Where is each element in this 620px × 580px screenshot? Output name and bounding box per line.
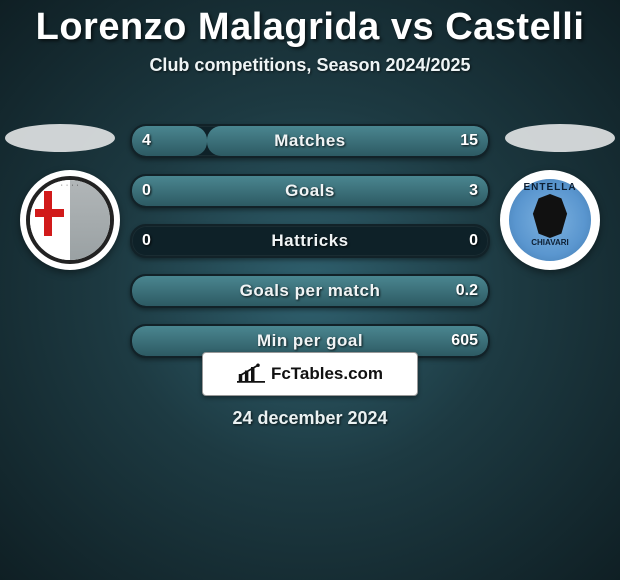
club-crest-left: · · · · — [20, 170, 120, 270]
mascot-icon — [531, 194, 569, 238]
page-title: Lorenzo Malagrida vs Castelli — [0, 0, 620, 49]
stat-row: 00Hattricks — [130, 224, 490, 258]
page-subtitle: Club competitions, Season 2024/2025 — [0, 55, 620, 76]
stat-label: Hattricks — [132, 226, 488, 256]
player-photo-left — [5, 124, 115, 152]
stat-row: 415Matches — [130, 124, 490, 158]
crest-text-bot: CHIAVARI — [531, 238, 568, 247]
stat-row: 0.2Goals per match — [130, 274, 490, 308]
stat-label: Goals — [132, 176, 488, 206]
entella-shield-icon: ENTELLA CHIAVARI — [506, 176, 594, 264]
date-text: 24 december 2024 — [0, 408, 620, 429]
club-crest-right: ENTELLA CHIAVARI — [500, 170, 600, 270]
stat-label: Goals per match — [132, 276, 488, 306]
crest-text-top: ENTELLA — [523, 182, 576, 193]
rimini-shield-icon: · · · · — [26, 176, 114, 264]
player-photo-right — [505, 124, 615, 152]
brand-text: FcTables.com — [271, 364, 383, 384]
infographic-root: Lorenzo Malagrida vs Castelli Club compe… — [0, 0, 620, 580]
chart-icon — [237, 363, 265, 385]
stats-table: 415Matches 03Goals 00Hattricks 0.2Goals per… — [130, 124, 490, 374]
stat-label: Matches — [132, 126, 488, 156]
stat-row: 03Goals — [130, 174, 490, 208]
brand-badge: FcTables.com — [202, 352, 418, 396]
